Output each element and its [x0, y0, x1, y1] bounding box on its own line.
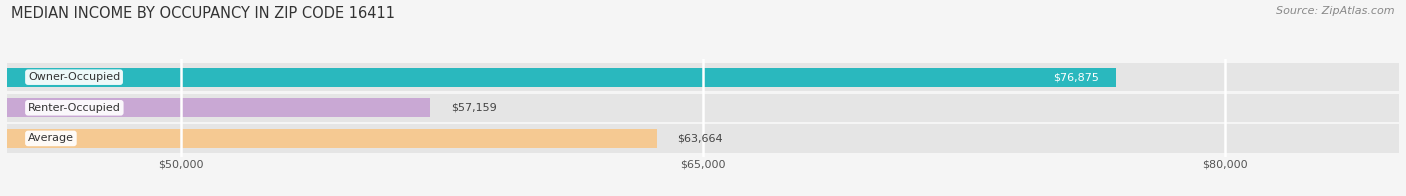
Bar — [7, 68, 1116, 87]
Text: MEDIAN INCOME BY OCCUPANCY IN ZIP CODE 16411: MEDIAN INCOME BY OCCUPANCY IN ZIP CODE 1… — [11, 6, 395, 21]
Text: Owner-Occupied: Owner-Occupied — [28, 72, 120, 82]
Bar — [7, 124, 1399, 152]
Text: $57,159: $57,159 — [451, 103, 496, 113]
Bar — [7, 129, 657, 148]
Text: Source: ZipAtlas.com: Source: ZipAtlas.com — [1277, 6, 1395, 16]
Bar — [7, 98, 430, 117]
Bar — [7, 63, 1399, 91]
Text: Renter-Occupied: Renter-Occupied — [28, 103, 121, 113]
Text: $63,664: $63,664 — [678, 133, 723, 143]
Text: Average: Average — [28, 133, 75, 143]
Text: $76,875: $76,875 — [1053, 72, 1099, 82]
Bar — [7, 94, 1399, 122]
